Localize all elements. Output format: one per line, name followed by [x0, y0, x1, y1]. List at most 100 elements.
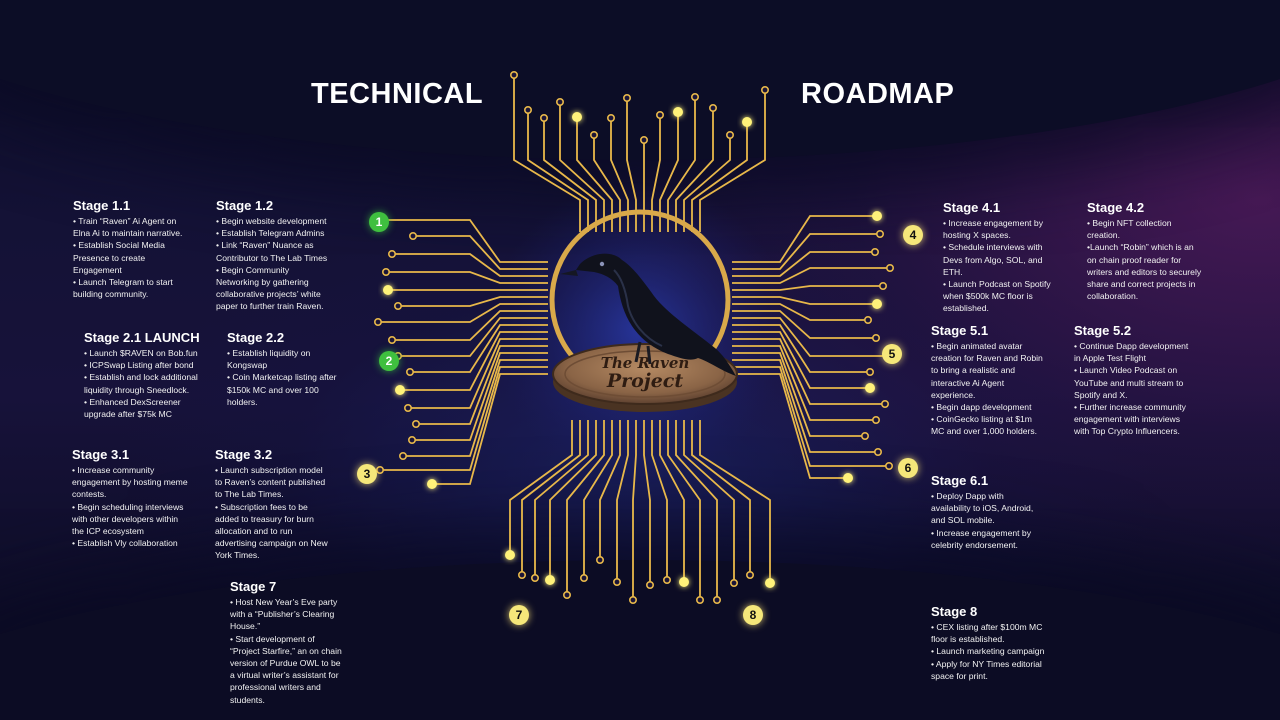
circuit-trace [416, 345, 548, 425]
stage-2-2: Stage 2.2 • Establish liquidity on Kongswa… [227, 330, 352, 408]
stage-line: allocation and to run [215, 526, 293, 537]
stage-title: Stage 7 [230, 579, 277, 594]
trace-node [884, 461, 893, 470]
trace-node [628, 595, 637, 604]
glowing-node [427, 479, 437, 489]
stage-3-2: Stage 3.2 • Launch subscription model to R… [215, 447, 350, 562]
circuit-trace [732, 338, 885, 405]
circuit-trace [732, 285, 883, 291]
circuit-trace [691, 420, 751, 575]
trace-node [729, 578, 738, 587]
trace-node [562, 590, 571, 599]
circuit-trace [732, 267, 890, 284]
circuit-trace [583, 420, 613, 578]
trace-node [875, 230, 884, 239]
stage-line: paper to further train Raven. [216, 301, 324, 312]
stage-title: Stage 4.2 [1087, 200, 1145, 215]
trace-node [405, 367, 414, 376]
stage-line: collaborative projects’ white [216, 289, 321, 300]
coin-title-line2: Project [606, 370, 684, 392]
stage-line: collaboration. [1087, 291, 1139, 302]
stage-line: • ICPSwap Listing after bond [84, 360, 194, 371]
stage-line: established. [943, 303, 989, 314]
stage-5-1: Stage 5.1 • Begin animated avatar creation… [931, 323, 1066, 438]
circuit-trace [392, 253, 548, 277]
stage-line: holders. [227, 396, 258, 407]
stage-line: floor is established. [931, 634, 1005, 645]
stage-line: • Launch Podcast on Spotify [943, 279, 1051, 290]
stage-line: • Begin dapp development [931, 402, 1032, 413]
stage-line: • Launch Telegram to start [73, 277, 173, 288]
trace-node [860, 431, 869, 440]
circuit-trace [732, 366, 889, 467]
glowing-node [865, 383, 875, 393]
circuit-trace [380, 366, 548, 471]
stage-4-1: Stage 4.1 • Increase engagement by hosting… [943, 200, 1073, 315]
circuit-trace [732, 359, 878, 453]
stage-5-2: Stage 5.2 • Continue Dapp development in A… [1074, 323, 1209, 438]
circuit-trace [400, 331, 548, 391]
trace-node [639, 136, 648, 145]
stage-line: engagement by hosting meme [72, 477, 188, 488]
milestone-badge-1: 1 [369, 212, 389, 232]
circuit-trace [667, 420, 701, 600]
stage-title: Stage 2.2 [227, 330, 285, 345]
trace-node [655, 111, 664, 120]
stage-line: to The Lab Times. [215, 489, 284, 500]
stage-1-1: Stage 1.1 • Train “Raven” Ai Agent on Elna… [73, 198, 208, 300]
trace-node [403, 403, 412, 412]
stage-line: •Launch “Robin” which is an [1087, 242, 1194, 253]
stage-line: • Apply for NY Times editorial [931, 658, 1042, 669]
stage-title: Stage 5.2 [1074, 323, 1132, 338]
stage-title: Stage 1.1 [73, 198, 131, 213]
circuit-trace [732, 324, 870, 373]
trace-node [606, 114, 615, 123]
circuit-trace [732, 345, 876, 421]
stage-title: Stage 2.1 LAUNCH [84, 330, 200, 345]
stage-line: to Raven’s content published [215, 477, 326, 488]
glowing-node [673, 107, 683, 117]
circuit-trace [732, 296, 877, 305]
circuit-trace [675, 420, 718, 600]
stage-line: advertising campaign on New [215, 538, 328, 549]
circuit-trace [527, 110, 589, 232]
stage-3-1: Stage 3.1 • Increase community engagement … [72, 447, 212, 549]
trace-node [878, 281, 887, 290]
glowing-node [545, 575, 555, 585]
milestone-badge-3: 3 [357, 464, 377, 484]
trace-node [381, 267, 390, 276]
stage-line: with Top Crypto Influencers. [1074, 426, 1180, 437]
stage-line: York Times. [215, 550, 260, 561]
stage-line: Devs from Algo, SOL, and [943, 254, 1043, 265]
circuit-trace [403, 359, 548, 457]
trace-node [865, 367, 874, 376]
stage-7: Stage 7 • Host New Year’s Eve party with a… [230, 579, 360, 706]
stage-line: • Coin Marketcap listing after [227, 372, 337, 383]
trace-node [373, 317, 382, 326]
stage-line: interactive Ai Agent [931, 377, 1005, 388]
circuit-trace [732, 373, 848, 479]
heading-roadmap: ROADMAP [801, 78, 955, 110]
stage-line: • Train “Raven” Ai Agent on [73, 216, 177, 226]
trace-node [589, 131, 598, 140]
trace-node [690, 93, 699, 102]
circuit-trace [659, 420, 685, 582]
glowing-node [505, 550, 515, 560]
trace-node [375, 465, 384, 474]
circuit-trace [651, 115, 661, 232]
stage-line: availability to iOS, Android, [931, 503, 1034, 514]
circuit-trace [549, 420, 597, 580]
stage-line: • Establish Social Media [73, 240, 165, 251]
glowing-node [872, 211, 882, 221]
glowing-node [843, 473, 853, 483]
circuit-trace [691, 122, 748, 232]
stage-line: a virtual writer’s assistant for [230, 670, 339, 681]
heading-technical: TECHNICAL [311, 78, 484, 110]
stage-line: in Apple Test Flight [1074, 353, 1146, 364]
stage-title: Stage 6.1 [931, 473, 989, 488]
stage-line: Elna Ai to maintain narrative. [73, 228, 183, 239]
circuit-trace [509, 420, 573, 555]
circuit-trace [599, 420, 621, 560]
trace-node [870, 248, 879, 257]
